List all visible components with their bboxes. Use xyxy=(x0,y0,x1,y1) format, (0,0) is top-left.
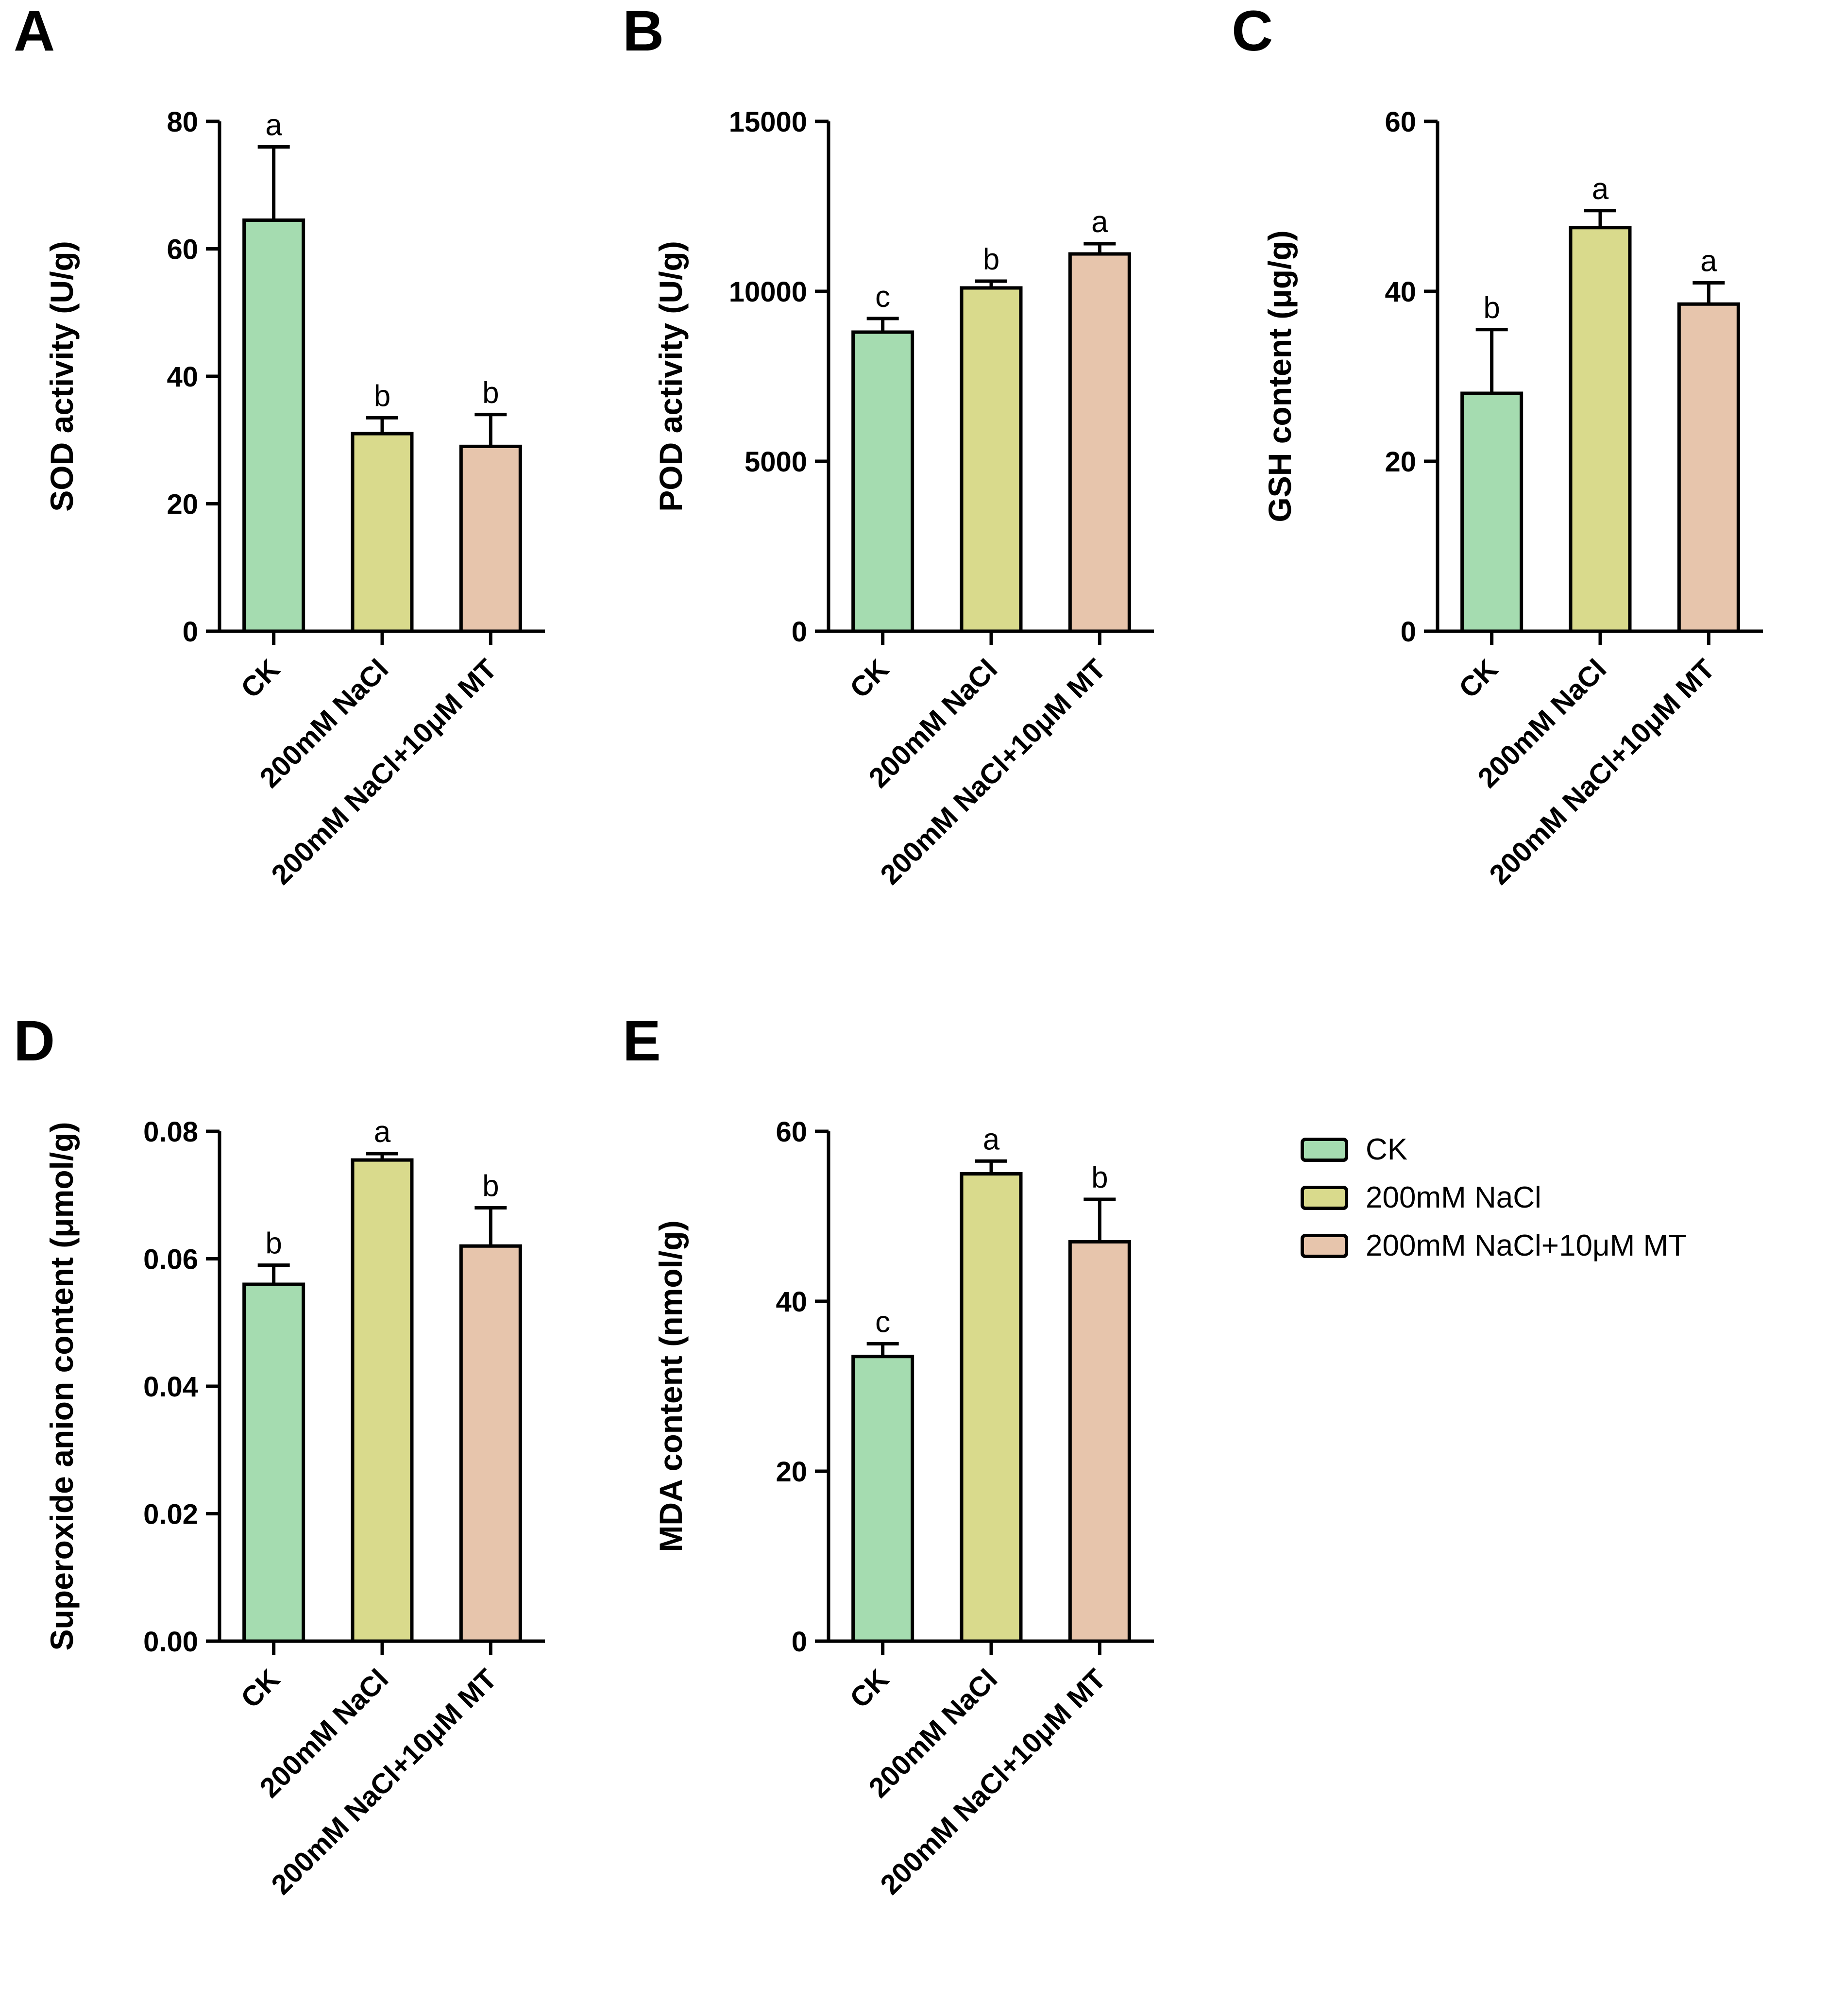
y-tick-label: 5000 xyxy=(745,446,807,478)
y-tick-label: 0 xyxy=(792,616,807,648)
panel-b: B 0 5000 10000 15000 POD activity (U/g) c CK b 2… xyxy=(609,0,1218,1010)
significance-letter: b xyxy=(374,379,390,413)
panel-e: E 0 20 40 60 MDA content (nmol/g) c CK a 200mM N… xyxy=(609,1009,1218,2016)
significance-letter: b xyxy=(983,243,999,276)
x-category-label: CK xyxy=(235,1663,286,1714)
legend-item-nacl: 200mM NaCl xyxy=(1301,1180,1541,1215)
bar xyxy=(1569,226,1632,633)
significance-letter: a xyxy=(983,1123,1000,1156)
chart-a-container: 0 20 40 60 80 SOD activity (U/g) a CK b 200mM NaC… xyxy=(0,0,602,935)
y-tick-label: 20 xyxy=(167,488,198,520)
legend-swatch-nacl-mt xyxy=(1301,1233,1348,1258)
bar xyxy=(1460,391,1523,633)
y-tick-label: 10000 xyxy=(729,276,807,308)
legend: CK 200mM NaCl 200mM NaCl+10μM MT xyxy=(1218,1010,1828,2016)
legend-swatch-ck xyxy=(1301,1137,1348,1162)
x-category-label: 200mM NaCl+10μM MT xyxy=(1483,653,1721,890)
y-tick-label: 40 xyxy=(167,361,198,393)
bar xyxy=(351,432,414,633)
panel-letter-b: B xyxy=(623,0,664,63)
panel-letter-c: C xyxy=(1232,0,1273,63)
significance-letter: a xyxy=(1700,245,1717,278)
y-tick-label: 0.06 xyxy=(143,1243,198,1275)
y-tick-label: 20 xyxy=(776,1456,807,1488)
y-tick-label: 0.02 xyxy=(143,1498,198,1530)
chart-e-container: 0 20 40 60 MDA content (nmol/g) c CK a 200mM NaC… xyxy=(609,1010,1211,1945)
significance-letter: b xyxy=(1091,1161,1108,1194)
x-category-label: CK xyxy=(844,1663,895,1714)
significance-letter: b xyxy=(1483,291,1500,325)
y-tick-label: 0.00 xyxy=(143,1626,198,1658)
y-tick-label: 20 xyxy=(1385,446,1416,478)
chart-d: 0.00 0.02 0.04 0.06 0.08 Superoxide anion con… xyxy=(44,1115,545,1901)
y-tick-label: 80 xyxy=(167,106,198,138)
significance-letter: c xyxy=(875,1306,890,1339)
y-axis-label: SOD activity (U/g) xyxy=(44,241,80,511)
panel-c: C 0 20 40 60 GSH content (μg/g) b CK a 200mM NaC… xyxy=(1218,0,1828,1010)
y-tick-label: 0 xyxy=(183,616,198,648)
bar xyxy=(459,444,522,633)
significance-letter: a xyxy=(374,1115,391,1149)
legend-item-nacl-mt: 200mM NaCl+10μM MT xyxy=(1301,1228,1687,1263)
y-tick-label: 60 xyxy=(1385,106,1416,138)
bar xyxy=(851,1355,914,1643)
x-category-label: 200mM NaCl+10μM MT xyxy=(265,1663,503,1900)
significance-letter: b xyxy=(482,1170,499,1203)
y-tick-label: 15000 xyxy=(729,106,807,138)
y-axis-label: GSH content (μg/g) xyxy=(1262,230,1298,522)
legend-item-ck: CK xyxy=(1301,1132,1407,1167)
chart-d-container: 0.00 0.02 0.04 0.06 0.08 Superoxide anion con… xyxy=(0,1010,602,1945)
chart-b: 0 5000 10000 15000 POD activity (U/g) c CK b 200… xyxy=(653,106,1154,891)
x-category-label: 200mM NaCl+10μM MT xyxy=(874,1663,1112,1900)
significance-letter: b xyxy=(265,1227,282,1260)
chart-a: 0 20 40 60 80 SOD activity (U/g) a CK b 200mM NaC… xyxy=(44,106,545,891)
y-axis-label: Superoxide anion content (μmol/g) xyxy=(44,1122,80,1650)
panel-letter-e: E xyxy=(623,1009,661,1073)
legend-swatch-nacl xyxy=(1301,1185,1348,1210)
x-category-label: CK xyxy=(1453,653,1504,704)
x-category-label: CK xyxy=(235,653,286,704)
panel-letter-a: A xyxy=(14,0,55,63)
bar xyxy=(1677,302,1740,633)
bar xyxy=(960,1172,1023,1643)
legend-label-nacl: 200mM NaCl xyxy=(1366,1181,1541,1214)
significance-letter: b xyxy=(482,376,499,410)
bar xyxy=(851,330,914,633)
bar xyxy=(1068,252,1131,633)
bar xyxy=(242,218,305,633)
legend-label-nacl-mt: 200mM NaCl+10μM MT xyxy=(1366,1229,1687,1262)
y-tick-label: 0 xyxy=(792,1626,807,1658)
significance-letter: c xyxy=(875,280,890,314)
chart-e: 0 20 40 60 MDA content (nmol/g) c CK a 200mM NaC… xyxy=(653,1116,1154,1901)
significance-letter: a xyxy=(1091,205,1108,239)
y-tick-label: 40 xyxy=(1385,276,1416,308)
legend-label-ck: CK xyxy=(1366,1133,1408,1166)
y-axis-label: MDA content (nmol/g) xyxy=(653,1220,689,1552)
panel-a: A 0 20 40 60 80 SOD activity (U/g) a CK b 200mM N… xyxy=(0,0,609,1010)
bar xyxy=(1068,1240,1131,1643)
x-category-label: 200mM NaCl+10μM MT xyxy=(874,653,1112,890)
significance-letter: a xyxy=(1592,172,1609,206)
chart-b-container: 0 5000 10000 15000 POD activity (U/g) c CK b 200… xyxy=(609,0,1211,935)
panel-d: D 0.00 0.02 0.04 0.06 0.08 Superoxide anion c… xyxy=(0,1009,609,2016)
y-tick-label: 0.04 xyxy=(143,1371,198,1403)
significance-letter: a xyxy=(265,109,282,142)
y-tick-label: 60 xyxy=(167,234,198,265)
bar xyxy=(960,286,1023,633)
y-tick-label: 40 xyxy=(776,1286,807,1318)
bar xyxy=(242,1282,305,1643)
x-category-label: 200mM NaCl+10μM MT xyxy=(265,653,503,890)
chart-c-container: 0 20 40 60 GSH content (μg/g) b CK a 200mM NaCl a… xyxy=(1218,0,1820,935)
y-tick-label: 0.08 xyxy=(143,1116,198,1148)
y-tick-label: 60 xyxy=(776,1116,807,1148)
x-category-label: CK xyxy=(844,653,895,704)
bar xyxy=(459,1244,522,1643)
panel-letter-d: D xyxy=(14,1009,55,1073)
y-tick-label: 0 xyxy=(1401,616,1416,648)
bar xyxy=(351,1158,414,1643)
y-axis-label: POD activity (U/g) xyxy=(653,241,689,511)
